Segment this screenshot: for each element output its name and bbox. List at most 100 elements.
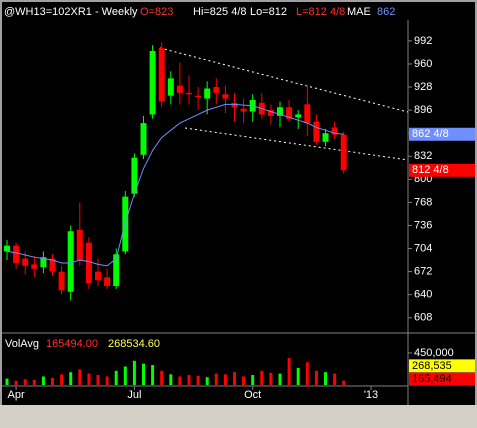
volume-bar <box>60 374 64 385</box>
volume-bar <box>114 370 118 385</box>
last-marker: 812 4/8 <box>412 164 449 176</box>
volume-bar <box>205 377 209 385</box>
ma-name: MAE <box>347 6 371 18</box>
y-tick-label: 832 <box>414 150 432 162</box>
volume-bar <box>187 375 191 385</box>
volume-bar <box>41 376 45 385</box>
volume-bar <box>314 370 318 385</box>
y-tick-label: 672 <box>414 266 432 278</box>
high-label: Hi=825 4/8 <box>193 6 247 18</box>
candle-body <box>195 95 202 98</box>
candle-body <box>286 107 293 119</box>
volume-bar <box>305 362 309 385</box>
candle-body <box>158 48 165 102</box>
candle-body <box>49 258 56 272</box>
volume-bar <box>32 380 36 385</box>
last-marker-box <box>409 163 475 177</box>
volume-bar <box>214 373 218 385</box>
candle-body <box>267 110 274 116</box>
candle-body <box>131 157 138 194</box>
x-tick-label: Jul <box>127 389 141 401</box>
ma-marker-box <box>409 127 475 141</box>
volume-bar <box>324 372 327 385</box>
x-tick-label: '13 <box>364 389 378 401</box>
candle-body <box>204 88 211 99</box>
volume-bar <box>78 369 82 385</box>
volume-bar <box>333 373 337 385</box>
last-label: L=812 4/8 <box>296 6 345 18</box>
volume-bar <box>23 379 27 385</box>
volume-bar <box>178 376 182 385</box>
open-label: O=823 <box>140 6 173 18</box>
volume-avg-slow: 268534.60 <box>108 338 160 350</box>
y-tick-label: 736 <box>414 219 432 231</box>
volume-bar <box>242 376 246 385</box>
volume-bar <box>296 367 300 385</box>
y-tick-label: 992 <box>414 35 432 47</box>
y-tick-label: 960 <box>414 58 432 70</box>
volume-fast-marker: 165,494 <box>412 373 452 385</box>
y-tick-label: 640 <box>414 289 432 301</box>
candle-body <box>4 245 10 252</box>
candle-body <box>167 78 174 96</box>
candle-body <box>58 271 65 291</box>
volume-avg-fast: 165494.00 <box>46 338 98 350</box>
candle-body <box>331 127 338 135</box>
ma-marker: 862 4/8 <box>412 128 449 140</box>
candle-body <box>340 134 347 171</box>
candle-body <box>295 114 302 118</box>
candle-body <box>231 102 238 108</box>
symbol: @WH13=102XR1 - Weekly <box>4 6 138 18</box>
volume-slow-marker: 268,535 <box>412 360 452 372</box>
candle-body <box>13 245 20 263</box>
candle-body <box>240 108 247 112</box>
low-label: Lo=812 <box>250 6 287 18</box>
volume-bar <box>269 372 273 385</box>
volume-bar <box>51 377 54 385</box>
volume-bar <box>260 370 264 385</box>
volume-bar <box>169 374 173 385</box>
volume-bar <box>14 380 18 385</box>
volume-bar <box>160 370 164 385</box>
volume-bar <box>223 374 227 385</box>
y-tick-label: 608 <box>414 312 432 324</box>
volume-bar <box>5 378 9 385</box>
volume-title: VolAvg <box>5 338 39 350</box>
volume-slow-marker-box <box>409 359 475 373</box>
y-tick-label: 768 <box>414 196 432 208</box>
candle-body <box>140 123 147 155</box>
volume-bar <box>123 366 127 385</box>
volume-bar <box>251 375 255 385</box>
candle-body <box>186 92 192 95</box>
ma-line <box>6 103 344 267</box>
candle-body <box>95 271 101 281</box>
candle-body <box>113 254 120 287</box>
volume-bar <box>233 372 236 385</box>
candle-body <box>31 264 38 269</box>
volume-bar <box>151 365 155 385</box>
y-tick-label: 896 <box>414 104 432 116</box>
candle-body <box>277 107 283 116</box>
candle-body <box>76 229 83 261</box>
y-tick-label: 704 <box>414 242 432 254</box>
volume-fast-marker-box <box>409 372 475 386</box>
volume-bar <box>69 372 73 385</box>
candle-body <box>67 231 74 292</box>
volume-bar <box>278 373 282 385</box>
candle-body <box>40 257 47 268</box>
candle-body <box>222 94 229 99</box>
y-tick-label: 928 <box>414 81 432 93</box>
x-tick-label: Oct <box>244 389 261 401</box>
candle-body <box>213 87 220 93</box>
ma-value: 862 <box>377 6 395 18</box>
volume-tick-label: 450,000 <box>414 347 454 359</box>
bottom-bar <box>0 405 477 428</box>
candle-body <box>176 85 183 93</box>
volume-bar <box>287 357 291 385</box>
volume-bar <box>342 380 346 385</box>
candle-body <box>149 51 156 115</box>
volume-bar <box>105 376 109 385</box>
volume-bar <box>142 363 145 385</box>
x-tick-label: Apr <box>8 389 25 401</box>
